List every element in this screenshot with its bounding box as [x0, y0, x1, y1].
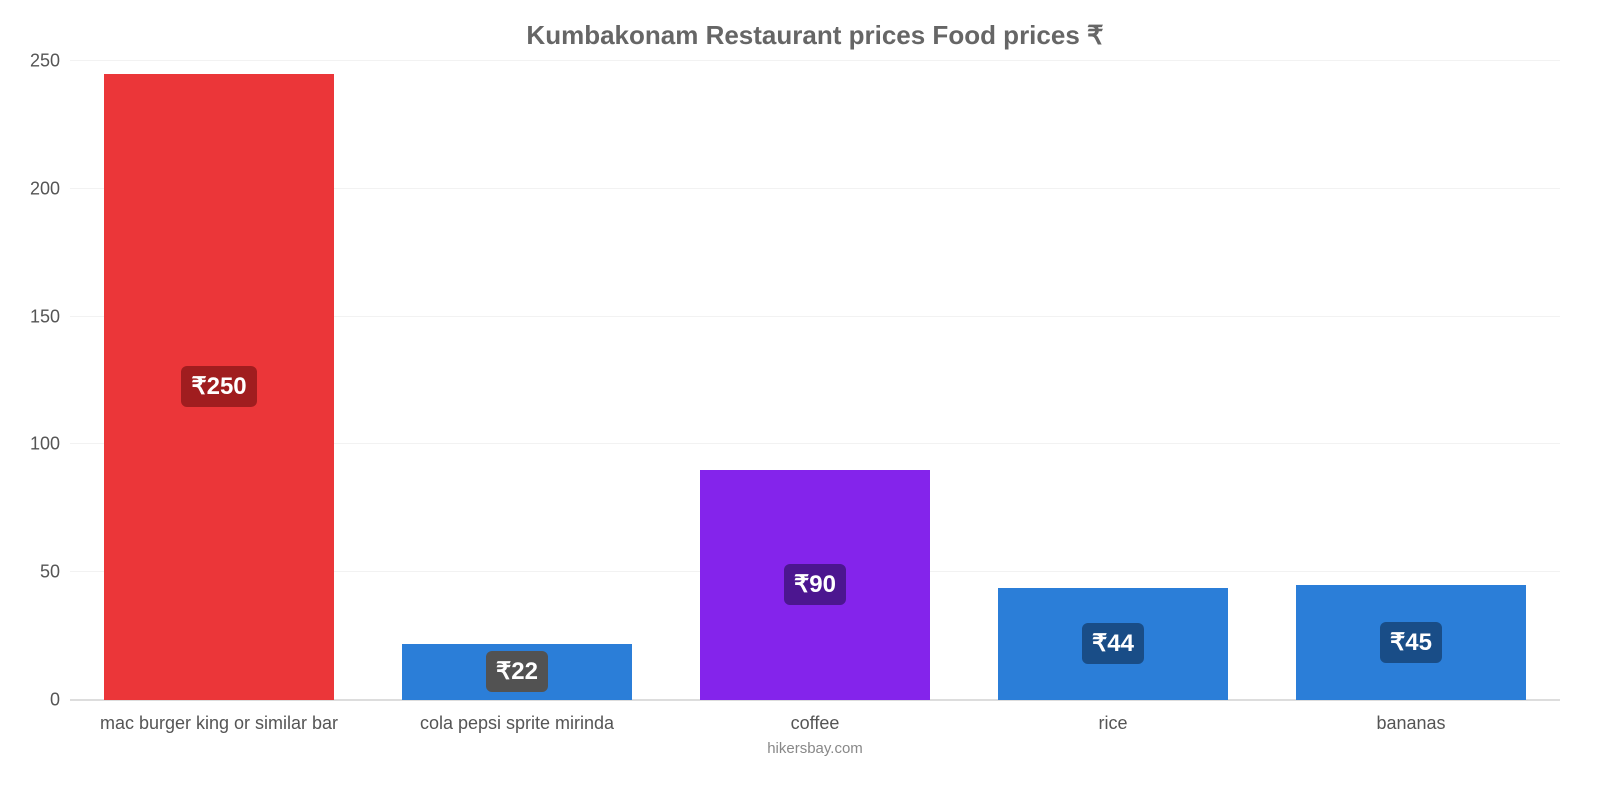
bar-value-label: ₹250: [181, 366, 256, 407]
ytick-label: 250: [30, 51, 70, 72]
ytick-label: 150: [30, 306, 70, 327]
plot-area: 050100150200250 ₹250₹22₹90₹44₹45: [70, 61, 1560, 701]
bar-slot: ₹22: [368, 61, 666, 700]
bar-slot: ₹90: [666, 61, 964, 700]
ytick-label: 50: [40, 562, 70, 583]
bar-value-label: ₹44: [1082, 623, 1144, 664]
bar-value-label: ₹45: [1380, 622, 1442, 663]
bar: ₹44: [998, 588, 1227, 700]
bar-slot: ₹44: [964, 61, 1262, 700]
bar-value-label: ₹22: [486, 651, 548, 692]
chart-title: Kumbakonam Restaurant prices Food prices…: [70, 20, 1560, 51]
bar: ₹250: [104, 74, 333, 700]
ytick-label: 100: [30, 434, 70, 455]
bar-value-label: ₹90: [784, 564, 846, 605]
bar-slot: ₹250: [70, 61, 368, 700]
bar: ₹45: [1296, 585, 1525, 700]
xtick-label: coffee: [666, 713, 964, 734]
bar-slot: ₹45: [1262, 61, 1560, 700]
bar: ₹22: [402, 644, 631, 700]
xtick-label: cola pepsi sprite mirinda: [368, 713, 666, 734]
xtick-label: mac burger king or similar bar: [70, 713, 368, 734]
chart-container: Kumbakonam Restaurant prices Food prices…: [0, 0, 1600, 800]
bar: ₹90: [700, 470, 929, 700]
x-axis: mac burger king or similar barcola pepsi…: [70, 713, 1560, 734]
xtick-label: bananas: [1262, 713, 1560, 734]
ytick-label: 200: [30, 178, 70, 199]
footer-credit: hikersbay.com: [70, 740, 1560, 757]
xtick-label: rice: [964, 713, 1262, 734]
bars-group: ₹250 ₹22 ₹90 ₹44 ₹45: [70, 61, 1560, 700]
ytick-label: 0: [50, 690, 70, 711]
